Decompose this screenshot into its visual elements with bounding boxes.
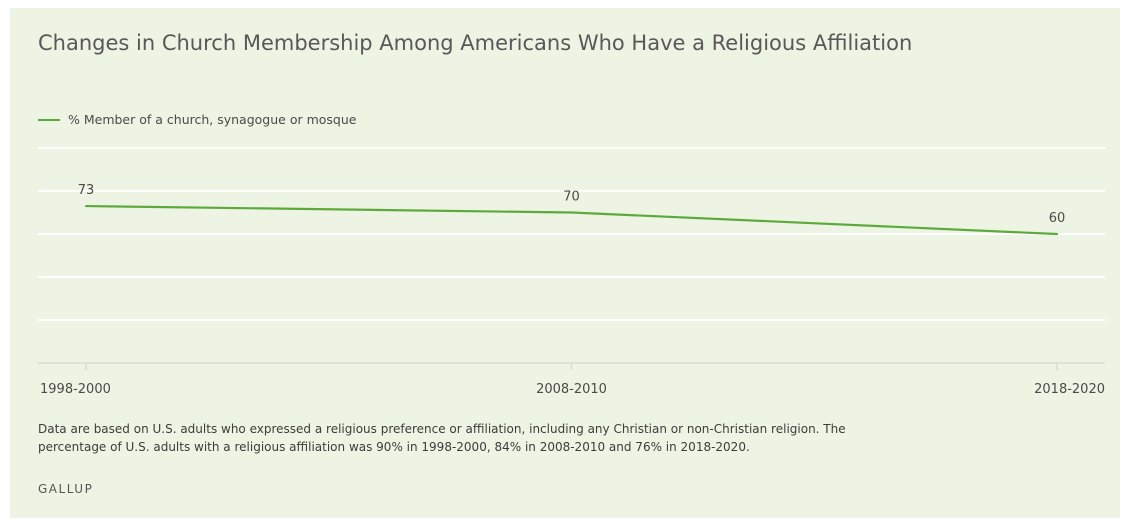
series-layer	[84, 204, 1059, 236]
labels-layer: 73 70 60	[78, 183, 1066, 226]
data-label: 70	[563, 190, 580, 205]
chart-title: Changes in Church Membership Among Ameri…	[38, 31, 913, 55]
x-tick-label: 2008-2010	[536, 382, 607, 397]
source-label: GALLUP	[38, 482, 94, 496]
chart-card: Changes in Church Membership Among Ameri…	[10, 8, 1120, 518]
line-chart: 1998-2000 2008-2010 2018-2020 73 70 60	[38, 147, 1105, 397]
footnote: Data are based on U.S. adults who expres…	[38, 422, 846, 454]
x-axis: 1998-2000 2008-2010 2018-2020	[38, 362, 1105, 397]
legend: % Member of a church, synagogue or mosqu…	[38, 112, 356, 127]
data-label: 60	[1049, 211, 1066, 226]
x-tick-label: 2018-2020	[1034, 382, 1105, 397]
series-line	[84, 204, 1059, 236]
x-tick-label: 1998-2000	[40, 382, 111, 397]
legend-swatch	[38, 118, 60, 121]
grid-lines	[38, 147, 1105, 321]
legend-label: % Member of a church, synagogue or mosqu…	[68, 112, 357, 127]
data-label: 73	[78, 183, 95, 198]
